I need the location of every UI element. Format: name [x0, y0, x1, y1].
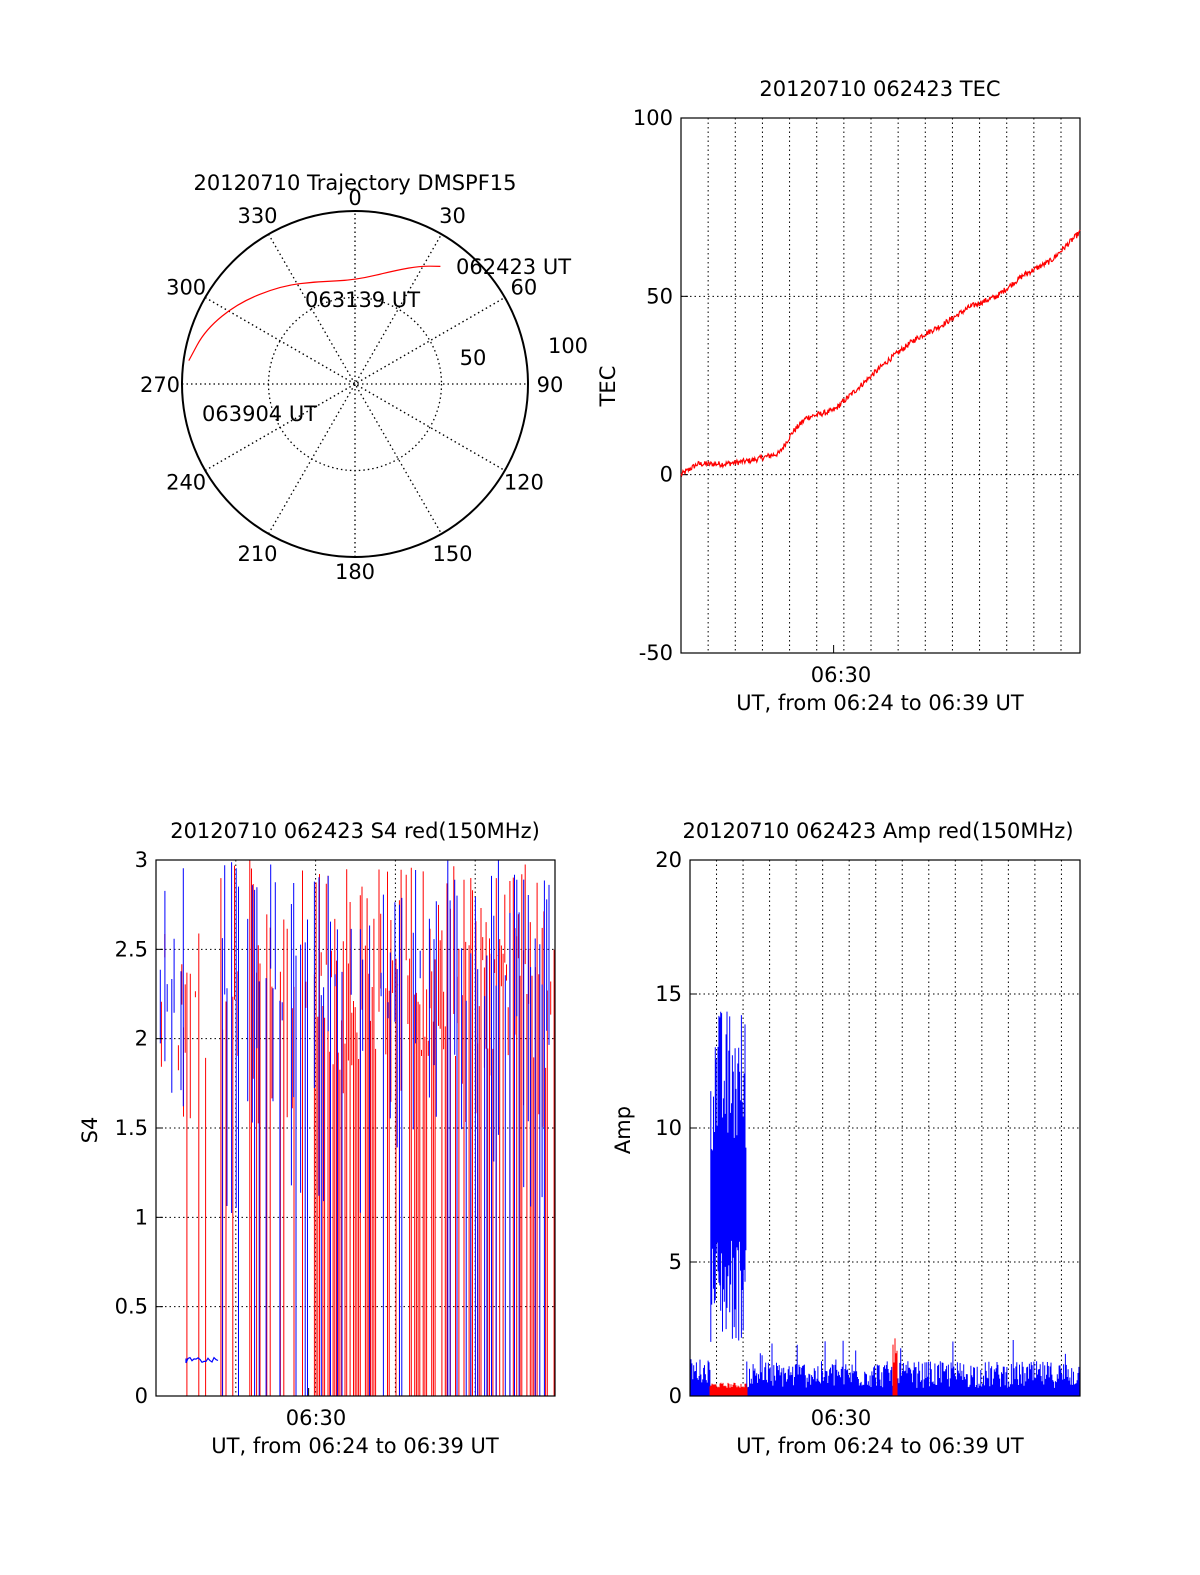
amp-y-tick-20: 20	[655, 848, 682, 872]
tec-xlabel: UT, from 06:24 to 06:39 UT	[736, 691, 1024, 715]
tec-series-line	[680, 229, 1081, 478]
polar-angle-label-210: 210	[237, 542, 277, 566]
tec-y-tick-50: 50	[646, 284, 673, 308]
tec-grid	[681, 118, 1080, 653]
polar-angle-labels: 0 30 60 90 120 150 180 210 240 270 300 330	[140, 186, 563, 584]
amp-y-tick-5: 5	[669, 1250, 682, 1274]
trajectory-title: 20120710 Trajectory DMSPF15	[193, 171, 516, 195]
radial-label-100: 100	[548, 334, 588, 358]
radial-label-50: 50	[460, 346, 487, 370]
trajectory-track	[188, 265, 441, 361]
polar-ring-50	[267, 296, 443, 472]
polar-angle-label-120: 120	[504, 471, 544, 495]
tec-y-tick-100: 100	[633, 106, 673, 130]
polar-angle-label-330: 330	[237, 204, 277, 228]
s4-y-tick-0: 0	[135, 1384, 148, 1408]
amp-y-ticks: 0 5 10 15 20	[655, 848, 697, 1408]
s4-y-tick-3: 3	[135, 848, 148, 872]
polar-grid	[182, 211, 528, 557]
amp-ylabel: Amp	[611, 1106, 635, 1154]
tec-ylabel: TEC	[596, 366, 620, 408]
s4-red-series	[160, 860, 555, 1396]
tec-frame	[680, 117, 1081, 654]
annotation-mid: 063139 UT	[305, 288, 420, 312]
s4-y-ticks: 0 0.5 1 1.5 2 2.5 3	[115, 848, 163, 1408]
polar-radial-labels: 50 100	[460, 334, 588, 370]
amp-title: 20120710 062423 Amp red(150MHz)	[682, 819, 1073, 843]
polar-angle-label-150: 150	[432, 542, 472, 566]
s4-xlabel: UT, from 06:24 to 06:39 UT	[211, 1434, 499, 1458]
polar-angle-label-30: 30	[439, 204, 466, 228]
s4-blue-series	[159, 860, 550, 1396]
s4-y-tick-1.5: 1.5	[115, 1116, 148, 1140]
s4-title: 20120710 062423 S4 red(150MHz)	[170, 819, 540, 843]
tec-y-tick-0: 0	[660, 463, 673, 487]
annotation-start: 062423 UT	[456, 255, 571, 279]
s4-series	[159, 860, 555, 1396]
polar-angle-label-270: 270	[140, 373, 180, 397]
polar-angle-label-60: 60	[511, 276, 538, 300]
amp-chart: 20120710 062423 Amp red(150MHz) 0 5 10 15 20…	[611, 819, 1081, 1458]
trajectory-chart: 20120710 Trajectory DMSPF15 0 30 60 90 120 15…	[140, 171, 588, 584]
polar-angle-label-0: 0	[348, 186, 361, 210]
s4-y-tick-1: 1	[135, 1205, 148, 1229]
amp-xlabel: UT, from 06:24 to 06:39 UT	[736, 1434, 1024, 1458]
polar-angle-label-90: 90	[537, 373, 564, 397]
amp-y-tick-0: 0	[669, 1384, 682, 1408]
amp-red-series	[709, 1338, 898, 1396]
s4-chart: 20120710 062423 S4 red(150MHz) 0 0.5 1 1.5 2…	[78, 819, 556, 1458]
tec-x-tick-0630: 06:30	[811, 663, 872, 687]
annotation-end: 063904 UT	[202, 402, 317, 426]
polar-spoke-60	[204, 296, 506, 472]
polar-outer-ring	[181, 210, 529, 558]
tec-chart: 20120710 062423 TEC -50 0 50 100 06:30 UT, …	[596, 77, 1081, 715]
s4-blue-plateau	[185, 1356, 219, 1364]
polar-angle-label-300: 300	[166, 276, 206, 300]
amp-y-tick-10: 10	[655, 1116, 682, 1140]
amp-grid	[690, 860, 1080, 1396]
s4-y-tick-2.5: 2.5	[115, 937, 148, 961]
amp-x-tick-0630: 06:30	[811, 1406, 872, 1430]
tec-y-tick--50: -50	[639, 641, 673, 665]
tec-y-ticks: -50 0 50 100	[633, 106, 688, 665]
amp-y-tick-15: 15	[655, 982, 682, 1006]
tec-series	[680, 229, 1081, 478]
amp-blue-series	[690, 1011, 1081, 1396]
s4-ylabel: S4	[78, 1117, 102, 1144]
polar-angle-label-180: 180	[335, 560, 375, 584]
amp-series	[690, 1011, 1081, 1396]
s4-y-tick-0.5: 0.5	[115, 1295, 148, 1319]
polar-angle-label-240: 240	[166, 471, 206, 495]
polar-spoke-120	[204, 296, 506, 472]
polar-spoke-150	[267, 233, 443, 535]
tec-title: 20120710 062423 TEC	[759, 77, 1000, 101]
s4-x-tick-0630: 06:30	[286, 1406, 347, 1430]
s4-y-tick-2: 2	[135, 1027, 148, 1051]
polar-spoke-30	[267, 233, 443, 535]
